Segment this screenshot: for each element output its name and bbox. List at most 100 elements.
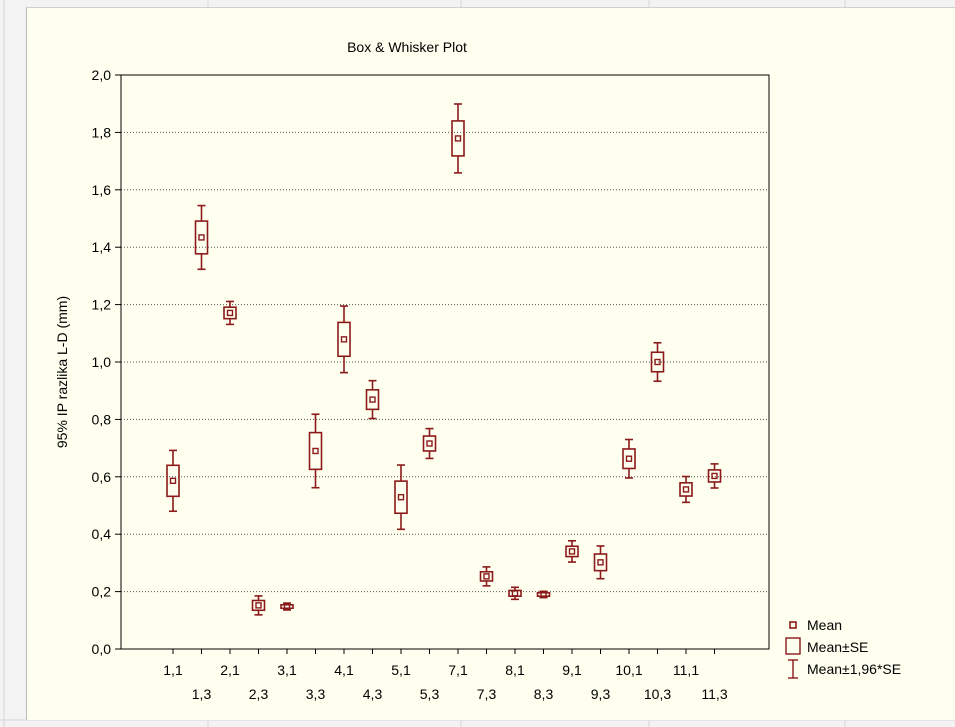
x-tick-label: 3,1 <box>277 662 297 678</box>
se-box <box>365 389 380 411</box>
x-tick-label: 8,3 <box>534 686 554 702</box>
mean-marker <box>654 358 661 366</box>
legend-label: Mean <box>807 617 842 633</box>
x-tick-label: 11,3 <box>701 686 727 702</box>
x-tick-label: 10,3 <box>644 686 671 702</box>
box-whisker-5-1 <box>394 464 408 531</box>
legend-item-small-square: Mean <box>789 617 842 633</box>
x-tick-label: 9,1 <box>562 662 582 678</box>
chart-panel: Box & Whisker Plot 95% IP razlika L-D (m… <box>26 7 955 720</box>
mean-marker <box>454 135 462 142</box>
x-tick-label: 4,3 <box>363 686 383 702</box>
se-box <box>394 480 408 515</box>
box-whisker-7-1 <box>451 103 465 174</box>
box-whisker-7-3 <box>479 566 494 587</box>
y-tick-label: 0,6 <box>92 469 112 485</box>
y-tick-label: 1,2 <box>92 297 112 313</box>
box-whisker-8-1 <box>508 586 522 601</box>
box-whisker-1-1 <box>166 449 180 513</box>
y-tick-label: 0,8 <box>92 411 112 427</box>
x-tick-label: 2,1 <box>220 662 240 678</box>
legend-item-whisker: Mean±1,96*SE <box>788 659 901 679</box>
y-tick-label: 1,4 <box>92 239 112 255</box>
box-whisker-chart: Box & Whisker Plot 95% IP razlika L-D (m… <box>54 39 901 702</box>
box-whisker-11-1 <box>679 475 693 504</box>
legend-mean-swatch <box>789 621 797 629</box>
box-whisker-10-3 <box>650 341 665 383</box>
legend-label: Mean±SE <box>807 639 868 655</box>
mean-marker <box>711 472 718 480</box>
x-tick-label: 3,3 <box>306 686 326 702</box>
box-whisker-2-1 <box>223 300 237 326</box>
plot-frame <box>120 74 770 650</box>
se-box <box>622 448 636 470</box>
y-tick-label: 1,8 <box>92 124 112 140</box>
se-box <box>166 464 180 498</box>
se-box <box>679 482 693 497</box>
y-axis-label: 95% IP razlika L-D (mm) <box>54 296 70 448</box>
x-tick-label: 7,3 <box>477 686 497 702</box>
box-whisker-9-3 <box>593 545 608 580</box>
box-whisker-4-1 <box>337 305 351 374</box>
mean-marker <box>255 602 262 609</box>
se-box <box>479 570 494 582</box>
box-whisker-3-3 <box>308 413 323 489</box>
x-tick-label: 1,3 <box>192 686 212 702</box>
se-box <box>194 220 209 255</box>
se-box <box>707 469 722 483</box>
gridlines <box>121 131 769 593</box>
mean-marker <box>682 486 690 493</box>
se-box <box>536 591 551 597</box>
y-tick-label: 0,0 <box>92 641 112 657</box>
x-tick-label: 4,1 <box>334 662 354 678</box>
plot-marks <box>166 103 722 616</box>
se-box <box>593 553 608 572</box>
se-box <box>308 431 323 471</box>
mean-marker <box>597 559 604 566</box>
mean-marker <box>483 573 490 580</box>
se-box <box>280 604 294 610</box>
x-tick-label: 8,1 <box>505 662 525 678</box>
mean-marker <box>312 447 319 455</box>
chart-title: Box & Whisker Plot <box>347 39 467 55</box>
mean-marker <box>369 396 376 403</box>
box-whisker-2-3 <box>251 595 266 616</box>
se-box <box>565 545 579 558</box>
box-whisker-10-1 <box>622 438 636 479</box>
x-tick-label: 7,1 <box>448 662 468 678</box>
legend-item-box: Mean±SE <box>785 637 868 655</box>
box-whisker-8-3 <box>536 590 551 599</box>
y-tick-label: 0,4 <box>92 526 112 542</box>
mean-marker <box>426 440 433 447</box>
x-tick-label: 1,1 <box>163 662 183 678</box>
se-box <box>251 599 266 612</box>
mean-marker <box>226 309 234 317</box>
y-tick-label: 1,0 <box>92 354 112 370</box>
box-whisker-3-1 <box>280 602 294 611</box>
y-tick-label: 2,0 <box>92 67 112 83</box>
box-whisker-11-3 <box>707 463 722 489</box>
mean-marker <box>169 477 177 485</box>
se-box <box>451 120 465 157</box>
box-whisker-9-1 <box>565 540 579 563</box>
legend-box-swatch <box>785 637 801 655</box>
legend: Mean Mean±SE Mean±1,96*SE <box>785 617 901 679</box>
mean-marker <box>511 590 519 597</box>
y-axis: 0,0 0,2 0,4 0,6 0,8 1,0 1,2 1,4 1,6 1,8 2,0 <box>92 67 121 657</box>
x-tick-label: 11,1 <box>673 662 699 678</box>
se-box <box>422 435 437 452</box>
box-whisker-4-3 <box>365 379 380 420</box>
legend-label: Mean±1,96*SE <box>807 661 901 677</box>
y-tick-label: 1,6 <box>92 182 112 198</box>
x-tick-label: 5,3 <box>420 686 440 702</box>
x-axis: 1,1 2,1 3,1 4,1 5,1 7,1 8,1 9,1 10,1 11,1 1,3 2,3 3,… <box>163 649 728 702</box>
x-tick-label: 10,1 <box>615 662 642 678</box>
mean-marker <box>397 493 405 501</box>
x-tick-label: 2,3 <box>249 686 269 702</box>
mean-marker <box>198 234 205 241</box>
y-tick-label: 0,2 <box>92 584 112 600</box>
mean-marker <box>340 336 348 343</box>
mean-marker <box>540 591 547 598</box>
x-tick-label: 9,3 <box>591 686 611 702</box>
